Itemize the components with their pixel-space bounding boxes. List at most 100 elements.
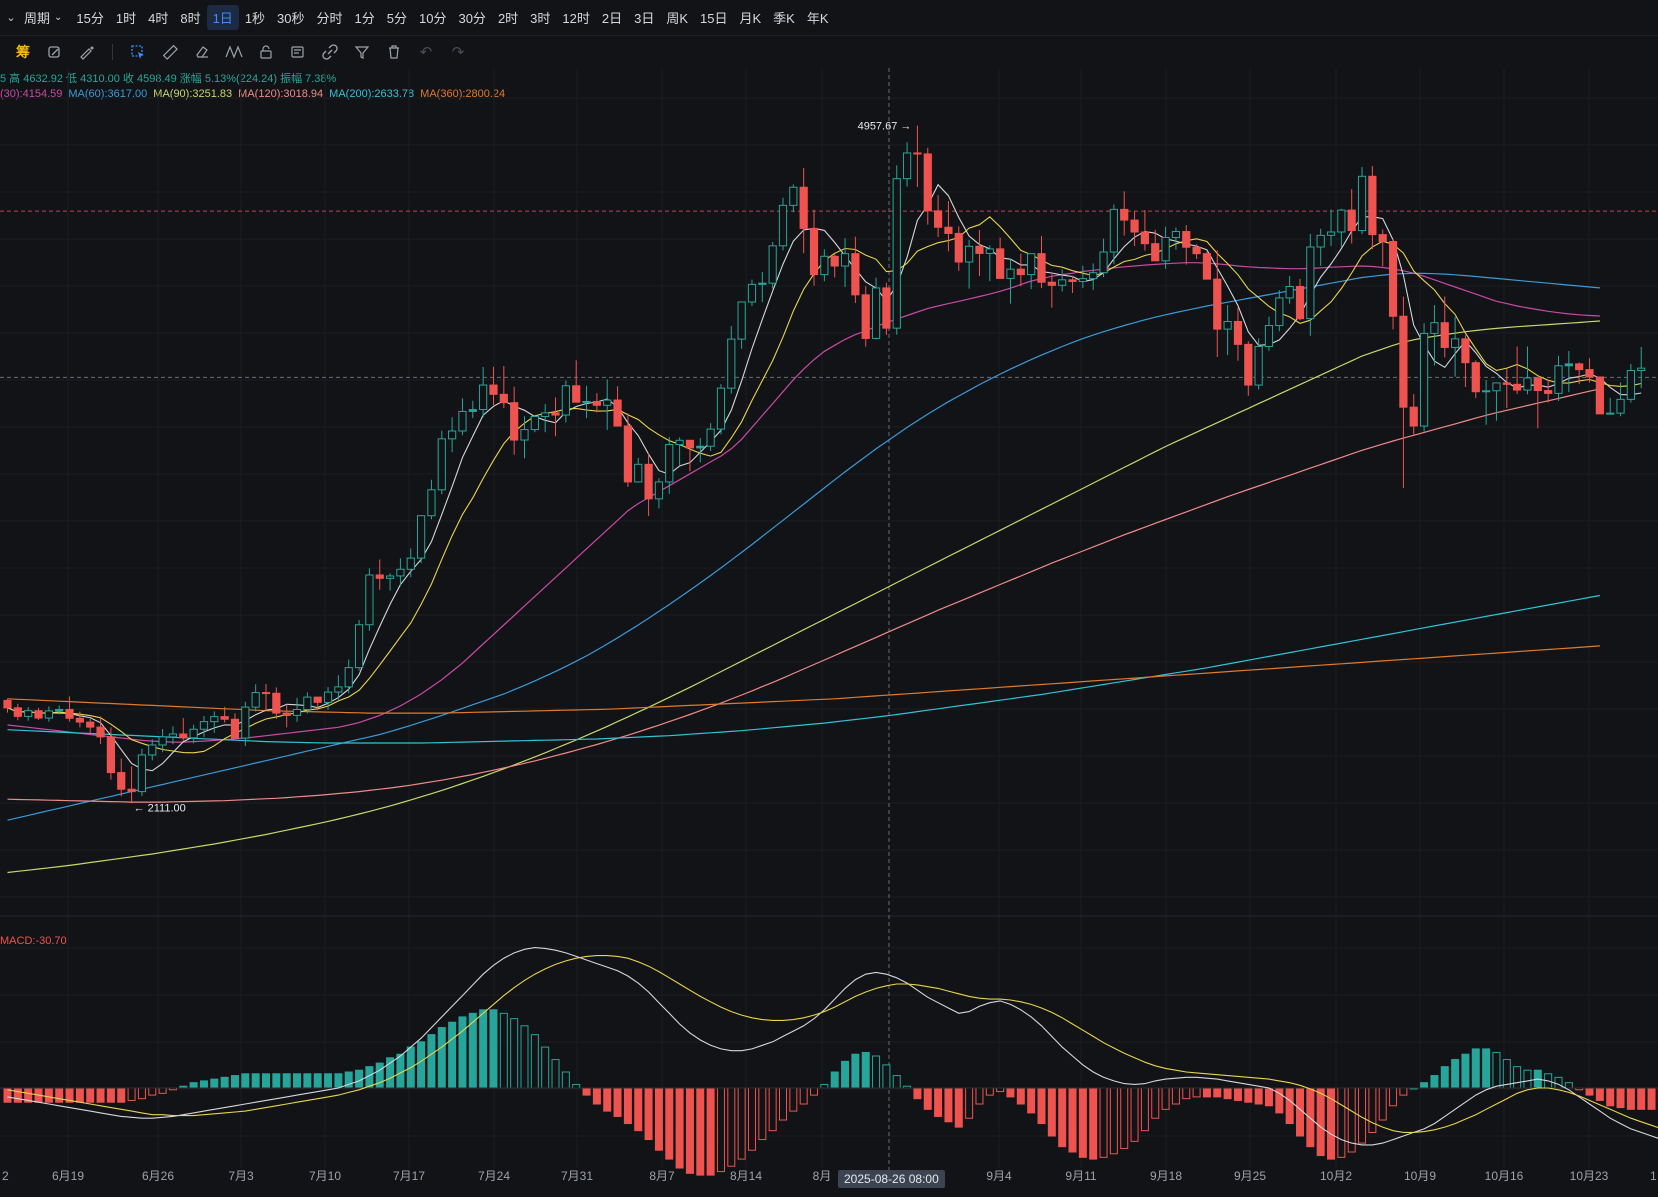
x-tick-label: 2 — [2, 1169, 9, 1183]
chips-icon[interactable]: 筹 — [16, 44, 30, 60]
macd-bar — [1233, 1087, 1242, 1101]
macd-bar — [613, 1087, 622, 1117]
timeframe-4[interactable]: 1日 — [206, 5, 239, 30]
timeframe-3[interactable]: 8时 — [180, 11, 201, 26]
drawing-toolbar: 筹 ↶ ↷ — [0, 36, 1658, 68]
macd-bar — [923, 1087, 932, 1110]
macd-bar — [458, 1016, 467, 1089]
macd-bar — [561, 1071, 570, 1089]
timeframe-8[interactable]: 1分 — [354, 11, 375, 26]
note-icon[interactable] — [285, 40, 311, 64]
timeframe-7[interactable]: 分时 — [316, 11, 343, 26]
redo-icon[interactable]: ↷ — [451, 44, 465, 61]
candle-body — [1388, 241, 1398, 317]
candle-body — [75, 717, 84, 723]
macd-bar — [1006, 1087, 1015, 1098]
x-tick-label: 9月18 — [1150, 1169, 1182, 1183]
candle-body — [313, 696, 322, 703]
macd-bar — [654, 1087, 663, 1151]
x-tick-label: 1 — [1650, 1169, 1657, 1183]
timeframe-2[interactable]: 4时 — [148, 11, 169, 26]
trash-icon[interactable] — [381, 40, 407, 64]
undo-icon[interactable]: ↶ — [419, 44, 433, 61]
candle-body — [261, 692, 271, 695]
select-tool-icon[interactable] — [125, 40, 151, 64]
candle-body — [13, 707, 22, 717]
timeframe-12[interactable]: 2时 — [497, 11, 519, 26]
macd-bar — [1595, 1087, 1604, 1101]
timeframe-20[interactable]: 季K — [773, 11, 795, 26]
collapse-chevron-icon[interactable]: ⌄ — [6, 12, 16, 24]
macd-bar — [1368, 1087, 1377, 1133]
candle-body — [1585, 369, 1594, 378]
macd-bar — [1099, 1087, 1108, 1158]
pattern-icon[interactable] — [221, 40, 247, 64]
period-dropdown[interactable]: 周期 ⌄ — [22, 8, 70, 27]
macd-bar — [1202, 1087, 1211, 1098]
lock-icon[interactable] — [253, 40, 279, 64]
macd-bar — [1016, 1087, 1025, 1105]
macd-bar — [1161, 1087, 1170, 1110]
candle-body — [427, 489, 436, 517]
timeframe-6[interactable]: 30秒 — [277, 11, 305, 26]
macd-bar — [158, 1087, 167, 1094]
timeframe-9[interactable]: 5分 — [386, 11, 407, 26]
macd-bar — [603, 1087, 612, 1112]
candle-body — [292, 708, 302, 716]
macd-bar — [954, 1087, 963, 1128]
candle-body — [1285, 286, 1294, 299]
macd-bar — [1244, 1087, 1253, 1103]
ruler-icon[interactable] — [157, 40, 183, 64]
macd-bar — [1078, 1087, 1087, 1158]
candle-body — [623, 425, 632, 483]
timeframe-19[interactable]: 月K — [739, 11, 762, 26]
timeframe-14[interactable]: 12时 — [562, 11, 590, 26]
candle-body — [882, 287, 891, 329]
candle-body — [241, 706, 250, 739]
candle-body — [1047, 281, 1056, 286]
timeframe-15[interactable]: 2日 — [601, 11, 623, 26]
x-tick-label: 7月31 — [561, 1169, 593, 1183]
timeframe-5[interactable]: 1秒 — [244, 11, 266, 26]
candle-body — [179, 733, 188, 739]
macd-bar — [789, 1087, 798, 1112]
timeframe-13[interactable]: 3时 — [530, 11, 551, 26]
eraser-icon[interactable] — [189, 40, 215, 64]
timeframe-17[interactable]: 周K — [666, 11, 689, 26]
timeframe-1[interactable]: 1时 — [115, 11, 137, 26]
macd-bar — [44, 1087, 53, 1103]
link-icon[interactable] — [317, 40, 343, 64]
candle-body — [613, 399, 622, 427]
candle-body — [1161, 236, 1170, 262]
magnet-toggle-icon[interactable] — [42, 40, 68, 64]
macd-bar — [324, 1073, 333, 1089]
macd-bar — [75, 1087, 84, 1103]
ma-legend-item: MA(120):3018.94 — [238, 88, 324, 100]
candle-body — [137, 754, 147, 793]
candle-body — [499, 393, 508, 404]
candle-body — [1202, 253, 1212, 280]
x-tick-label: 10月23 — [1570, 1169, 1609, 1183]
candle-body — [1357, 175, 1367, 232]
candle-body — [510, 402, 519, 441]
candlestick-chart[interactable]: 4957.67 → ← 2111.00 2 6月19 6月26 7月3 7月10 7月17 7月… — [0, 68, 1658, 1197]
timeframe-10[interactable]: 10分 — [419, 11, 447, 26]
candle-body — [437, 438, 446, 491]
timeframe-11[interactable]: 30分 — [458, 11, 486, 26]
macd-dea-line — [7, 955, 1658, 1133]
macd-bar — [1513, 1066, 1522, 1089]
candle-body — [1027, 253, 1036, 276]
timeframe-0[interactable]: 15分 — [76, 11, 104, 26]
macd-bar — [830, 1071, 839, 1089]
draw-settings-icon[interactable] — [74, 40, 100, 64]
candle-body — [210, 716, 219, 723]
ma-line — [7, 645, 1600, 714]
macd-bar — [489, 1009, 498, 1089]
candle-body — [1192, 246, 1201, 255]
x-tick-label: 7月17 — [393, 1169, 425, 1183]
filter-icon[interactable] — [349, 40, 375, 64]
candle-body — [1451, 338, 1460, 348]
timeframe-18[interactable]: 15日 — [700, 11, 728, 26]
timeframe-21[interactable]: 年K — [806, 11, 829, 26]
timeframe-16[interactable]: 3日 — [634, 11, 655, 26]
